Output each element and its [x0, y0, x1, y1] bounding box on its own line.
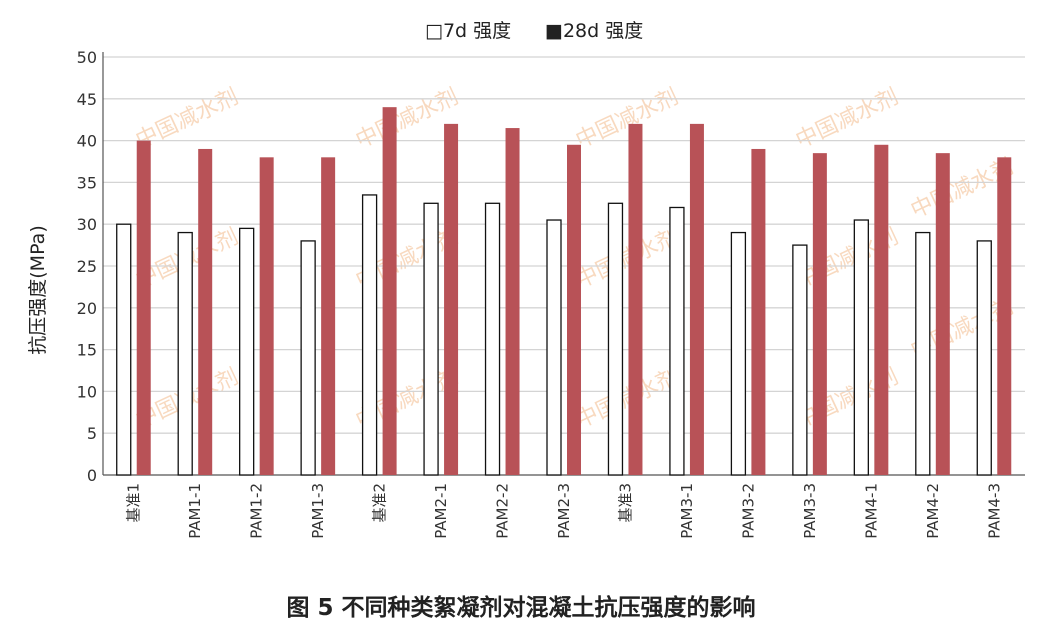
bar-7d	[669, 206, 685, 476]
bar-28d	[567, 144, 581, 475]
bar-28d	[136, 140, 151, 475]
x-tick-label: PAM1-3	[309, 483, 327, 539]
x-tick-label: PAM3-3	[801, 483, 819, 539]
y-tick-label: 35	[77, 173, 97, 192]
x-tick-label: PAM4-1	[862, 483, 880, 539]
bar-7d	[361, 194, 378, 476]
bar-7d	[484, 202, 501, 476]
y-tick-label: 5	[87, 424, 97, 443]
y-tick-label: 0	[87, 466, 97, 485]
watermark: 中国减水剂	[572, 225, 682, 294]
x-tick-label: PAM3-1	[678, 483, 696, 539]
bar-28d	[997, 157, 1012, 475]
x-tick-label: 基准1	[125, 483, 143, 523]
bar-28d	[628, 123, 643, 475]
y-tick-label: 40	[77, 132, 97, 151]
bar-28d	[382, 107, 397, 475]
bar-28d	[505, 128, 520, 475]
x-tick-label: 基准3	[616, 483, 634, 523]
bar-28d	[198, 148, 213, 475]
y-tick-label: 45	[77, 90, 97, 109]
watermark: 中国减水剂	[572, 85, 682, 154]
bar-7d	[116, 223, 132, 476]
bar-7d	[976, 240, 992, 476]
y-tick-label: 10	[77, 382, 97, 401]
watermark: 中国减水剂	[572, 365, 682, 434]
figure-caption: 图 5 不同种类絮凝剂对混凝土抗压强度的影响	[286, 595, 756, 621]
legend: □7d 强度 ■28d 强度	[425, 20, 643, 42]
y-tick-label: 30	[77, 215, 97, 234]
y-tick-label: 15	[77, 341, 97, 360]
x-tick-label: PAM2-1	[432, 483, 450, 539]
x-tick-label: PAM4-2	[924, 483, 942, 539]
legend-28d: ■28d 强度	[545, 20, 643, 42]
bar-28d	[751, 148, 766, 475]
bar-7d	[546, 219, 562, 476]
bar-28d	[935, 153, 950, 475]
bar-7d	[607, 202, 624, 476]
x-tick-label: 基准2	[371, 483, 389, 523]
bar-7d	[423, 202, 439, 476]
bar-28d	[874, 144, 889, 475]
bar-7d	[915, 231, 931, 476]
bar-28d	[812, 153, 827, 475]
legend-7d: □7d 强度	[425, 20, 511, 42]
y-tick-label: 25	[77, 257, 97, 276]
x-tick-label: PAM1-1	[186, 483, 204, 539]
bar-7d	[177, 231, 193, 476]
bar-7d	[853, 219, 869, 476]
bar-28d	[321, 157, 336, 475]
bar-28d	[259, 157, 274, 475]
x-tick-label: PAM3-2	[739, 483, 757, 539]
watermark: 中国减水剂	[792, 85, 902, 154]
y-tick-label: 20	[77, 299, 97, 318]
bar-7d	[239, 227, 255, 476]
bar-7d	[730, 231, 747, 476]
x-tick-label: PAM1-2	[248, 483, 266, 539]
x-tick-label: PAM2-3	[555, 483, 573, 539]
x-tick-label: PAM2-2	[494, 483, 512, 539]
y-tick-label: 50	[77, 48, 97, 67]
x-tick-label: PAM4-3	[985, 483, 1003, 539]
y-axis-label: 抗压强度(MPa)	[27, 225, 49, 354]
bar-7d	[792, 244, 808, 476]
bar-28d	[689, 123, 704, 475]
bar-28d	[444, 123, 459, 475]
bar-7d	[300, 240, 316, 476]
